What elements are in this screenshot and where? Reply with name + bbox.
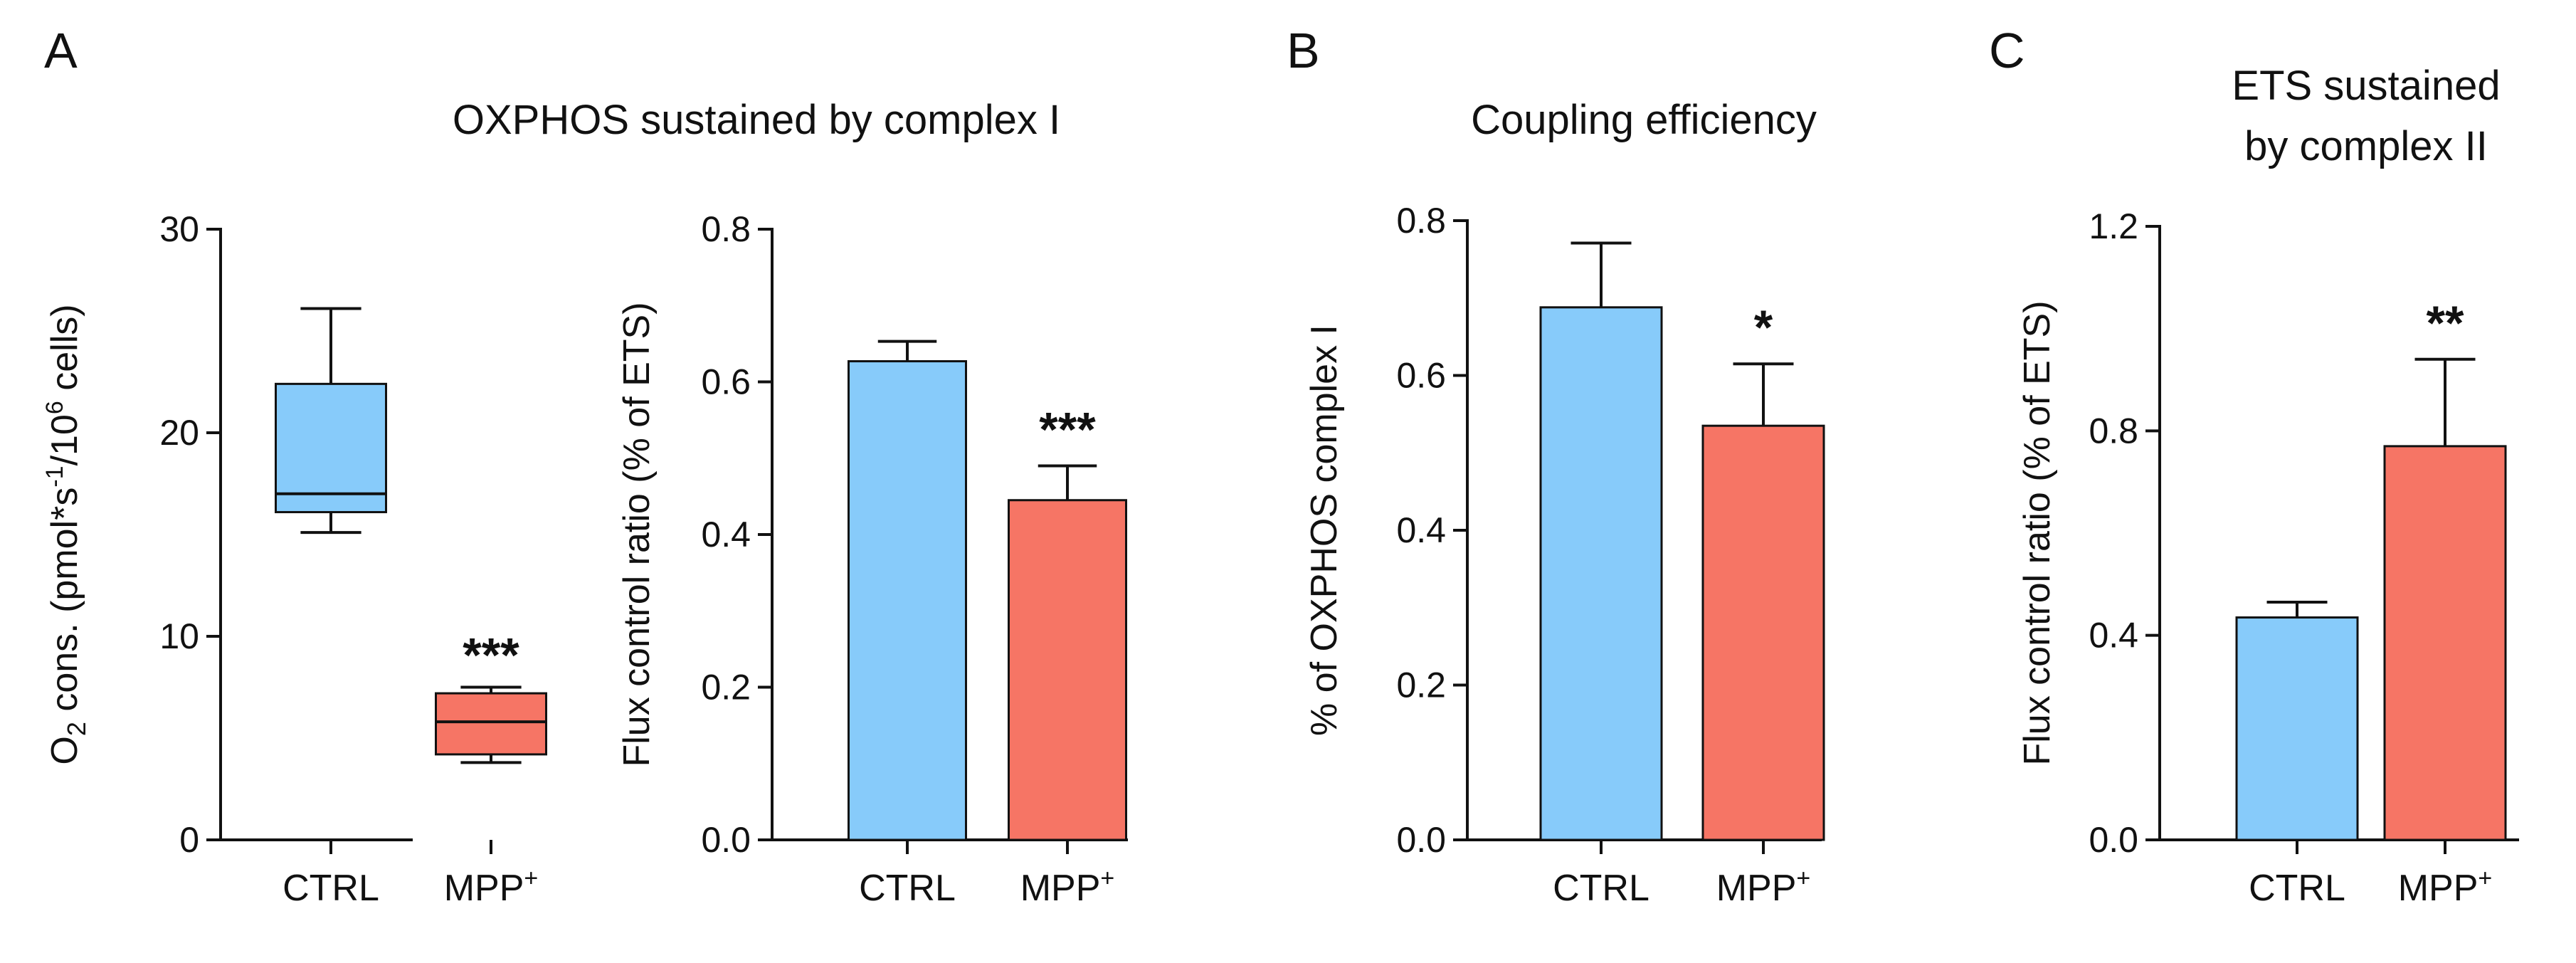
c-ytick-label: 0.0 [2089,820,2138,860]
c-ytick-label: 0.8 [2089,411,2138,451]
c-ytick-label: 0.4 [2089,616,2138,656]
b-ytick-label: 0.4 [1396,510,1446,550]
a1-xtick-label: CTRL [283,868,379,909]
panel-c-title-line1: ETS sustained [2232,63,2500,109]
c-xtick-label: CTRL [2249,868,2345,909]
chart-a-box-oxphos: 0 10 20 30 CTRL MPP+ *** O2 cons. (pmol*s-1/106… [41,209,547,909]
a2-xtick-label: CTRL [859,868,956,909]
panel-b-title: Coupling efficiency [1471,97,1817,143]
a2-bar [848,360,967,841]
a2-significance: *** [1039,402,1096,456]
b-y-axis-label: % of OXPHOS complex I [1304,325,1345,736]
c-y-axis-label: Flux control ratio (% of ETS) [2017,300,2058,765]
a2-ytick-label: 0.0 [701,820,751,860]
a2-ytick-label: 0.6 [701,362,751,402]
b-ytick-label: 0.2 [1396,665,1446,705]
a1-ytick-label: 30 [159,209,199,249]
chart-a-bar-flux-ratio: 0.0 0.2 0.4 0.6 0.8 CTRL MPP+ *** Flux control r… [616,209,1128,909]
c-xtick-label: MPP+ [2398,865,2493,909]
a1-ytick-label: 20 [159,413,199,453]
c-bar [2235,616,2359,841]
a2-ytick-label: 0.4 [701,515,751,554]
a2-ytick-label: 0.2 [701,668,751,707]
a2-bar [1008,499,1127,841]
a1-ytick-label: 0 [179,820,199,860]
a1-ytick-label: 10 [159,616,199,656]
b-bar [1701,424,1825,841]
a1-box [435,692,547,756]
b-ytick-label: 0.8 [1396,201,1446,241]
a1-xtick-label: MPP+ [444,865,539,909]
chart-b-bar-coupling: 0.0 0.2 0.4 0.6 0.8 CTRL MPP+ * % of OXPHOS comp… [1304,201,1825,909]
c-ytick-label: 1.2 [2089,206,2138,246]
b-ytick-label: 0.0 [1396,820,1446,860]
a1-box [275,382,387,514]
panel-label-c: C [1989,23,2025,78]
a2-xtick-label: MPP+ [1020,865,1115,909]
chart-c-bar-ets: 0.0 0.4 0.8 1.2 CTRL MPP+ ** Flux control ratio… [2017,206,2519,909]
a2-ytick-label: 0.8 [701,209,751,249]
b-bar [1539,306,1663,841]
a2-y-axis-label: Flux control ratio (% of ETS) [616,302,658,767]
panel-c-title-line2: by complex II [2244,123,2488,169]
a1-significance: *** [463,628,519,683]
b-ytick-label: 0.6 [1396,356,1446,396]
panel-a-title: OXPHOS sustained by complex I [453,97,1060,143]
b-xtick-label: CTRL [1553,868,1649,909]
panel-label-a: A [44,23,78,78]
c-bar [2383,445,2507,841]
b-significance: * [1754,300,1773,354]
panel-label-b: B [1287,23,1320,78]
b-xtick-label: MPP+ [1716,865,1811,909]
c-significance: ** [2427,296,2464,350]
a1-y-axis-label: O2 cons. (pmol*s-1/106 cells) [41,304,91,764]
